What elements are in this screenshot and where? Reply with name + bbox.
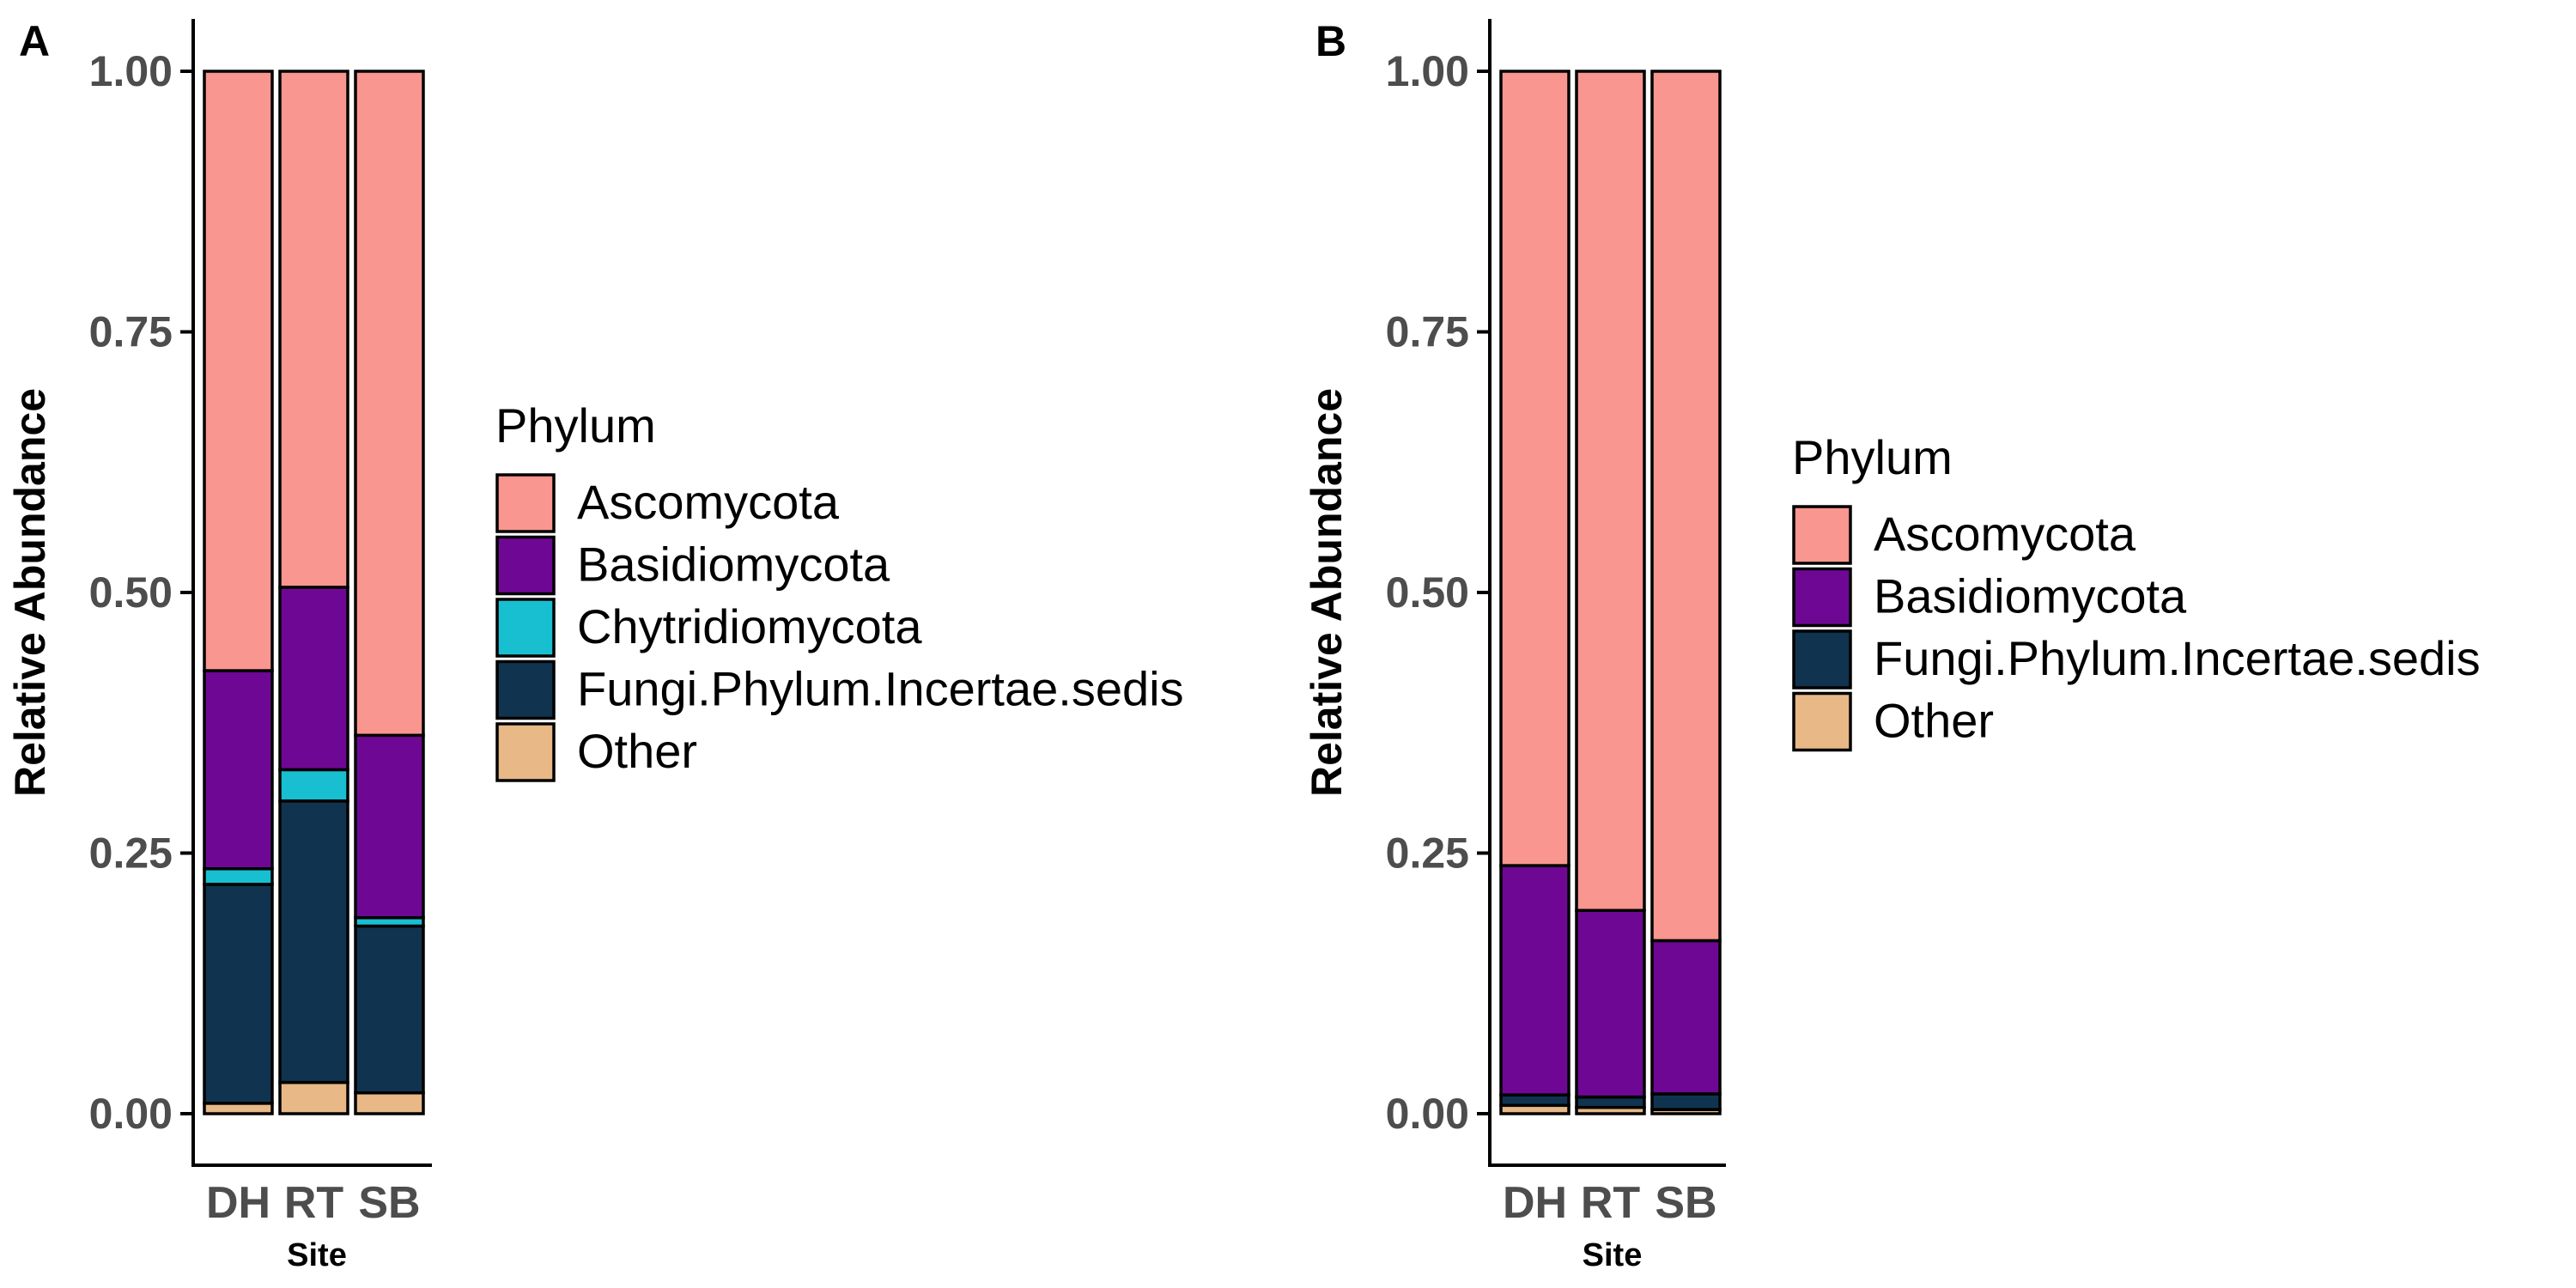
panel-a-bar-rt-basidiomycota: [278, 586, 349, 772]
panel-b-legend-label-ascomycota: Ascomycota: [1874, 507, 2136, 561]
panel-a-xtick-rt: RT: [284, 1178, 344, 1228]
panel-b-bar-rt-ascomycota: [1575, 70, 1646, 913]
panel-b-ytick-label: 0.50: [1386, 568, 1469, 617]
panel-a-bar-dh-fungi-phylum-incertae-sedis: [203, 883, 274, 1105]
panel-a-legend-swatch-fungi-phylum-incertae-sedis: [495, 659, 556, 720]
panel-a-legend-label-fungi-phylum-incertae-sedis: Fungi.Phylum.Incertae.sedis: [577, 662, 1184, 716]
panel-b-legend-swatch-basidiomycota: [1792, 567, 1852, 628]
panel-a-legend-title: Phylum: [495, 398, 656, 453]
panel-b-bar-sb-ascomycota: [1650, 70, 1722, 943]
panel-a-legend-label-chytridiomycota: Chytridiomycota: [577, 599, 922, 653]
panel-a-xtick-dh: DH: [206, 1178, 270, 1228]
panel-b-y-axis-title: Relative Abundance: [1303, 388, 1351, 797]
panel-b-legend-label-basidiomycota: Basidiomycota: [1874, 569, 2187, 623]
panel-b-ytick-label: 1.00: [1386, 47, 1469, 95]
panel-a-tag: A: [19, 17, 50, 65]
panel-b-bar-sb-fungi-phylum-incertae-sedis: [1650, 1092, 1722, 1111]
panel-a-ytick-label: 0.00: [89, 1090, 173, 1138]
panel-a-ytick-label: 0.50: [89, 568, 173, 617]
panel-a-ytick-label: 0.75: [89, 308, 173, 356]
panel-a-bar-rt-chytridiomycota: [278, 768, 349, 803]
panel-a-bar-rt-ascomycota: [278, 70, 349, 589]
panel-b-bar-rt-basidiomycota: [1575, 908, 1646, 1099]
panel-b-xtick-sb: SB: [1655, 1178, 1716, 1228]
panel-a-legend-swatch-basidiomycota: [495, 535, 556, 596]
panel-b-tag: B: [1315, 17, 1346, 65]
panel-b-bar-dh-fungi-phylum-incertae-sedis: [1499, 1093, 1571, 1108]
panel-b-ytick-label: 0.25: [1386, 829, 1469, 878]
panel-a-x-axis-title: Site: [287, 1237, 347, 1273]
panel-b-bar-rt-fungi-phylum-incertae-sedis: [1575, 1095, 1646, 1109]
panel-a-legend-label-basidiomycota: Basidiomycota: [577, 538, 890, 592]
panel-b-xtick-dh: DH: [1503, 1178, 1567, 1228]
panel-a-bar-dh-basidiomycota: [203, 669, 274, 871]
panel-b-legend-swatch-fungi-phylum-incertae-sedis: [1792, 629, 1852, 690]
panel-a-bar-dh-ascomycota: [203, 70, 274, 672]
panel-a-legend-label-other: Other: [577, 724, 697, 778]
panel-b-legend-label-other: Other: [1874, 694, 1994, 748]
panel-b-bar-dh-ascomycota: [1499, 70, 1571, 867]
panel-a-bar-rt-other: [278, 1080, 349, 1115]
panel-a-bar-sb-basidiomycota: [354, 733, 425, 920]
panel-b-x-axis-title: Site: [1583, 1237, 1643, 1273]
panel-a-bar-sb-fungi-phylum-incertae-sedis: [354, 924, 425, 1095]
panel-a-legend-swatch-other: [495, 722, 556, 782]
panel-b-bar-dh-basidiomycota: [1499, 864, 1571, 1097]
panel-a-ytick-label: 0.25: [89, 829, 173, 878]
panel-a-legend-swatch-ascomycota: [495, 473, 556, 533]
panel-b-bar-sb-basidiomycota: [1650, 939, 1722, 1096]
panel-b-legend-label-fungi-phylum-incertae-sedis: Fungi.Phylum.Incertae.sedis: [1874, 631, 2481, 685]
panel-a-bar-sb-ascomycota: [354, 70, 425, 738]
panel-a-ytick-label: 1.00: [89, 47, 173, 95]
panel-b-xtick-rt: RT: [1581, 1178, 1641, 1228]
panel-a-bar-dh-other: [203, 1102, 274, 1115]
panel-b-legend-title: Phylum: [1792, 430, 1953, 484]
panel-b-legend-swatch-ascomycota: [1792, 505, 1852, 565]
panel-a-bar-rt-fungi-phylum-incertae-sedis: [278, 799, 349, 1084]
panel-a-legend-label-ascomycota: Ascomycota: [577, 475, 840, 529]
panel-a-y-axis-title: Relative Abundance: [6, 388, 54, 797]
panel-a-bar-sb-other: [354, 1091, 425, 1115]
panel-b-ytick-label: 0.75: [1386, 308, 1469, 356]
panel-b-legend-swatch-other: [1792, 691, 1852, 752]
panel-a-xtick-sb: SB: [358, 1178, 420, 1228]
panel-a-legend-swatch-chytridiomycota: [495, 598, 556, 658]
panel-b-ytick-label: 0.00: [1386, 1090, 1469, 1138]
panel-a-bar-dh-chytridiomycota: [203, 866, 274, 886]
